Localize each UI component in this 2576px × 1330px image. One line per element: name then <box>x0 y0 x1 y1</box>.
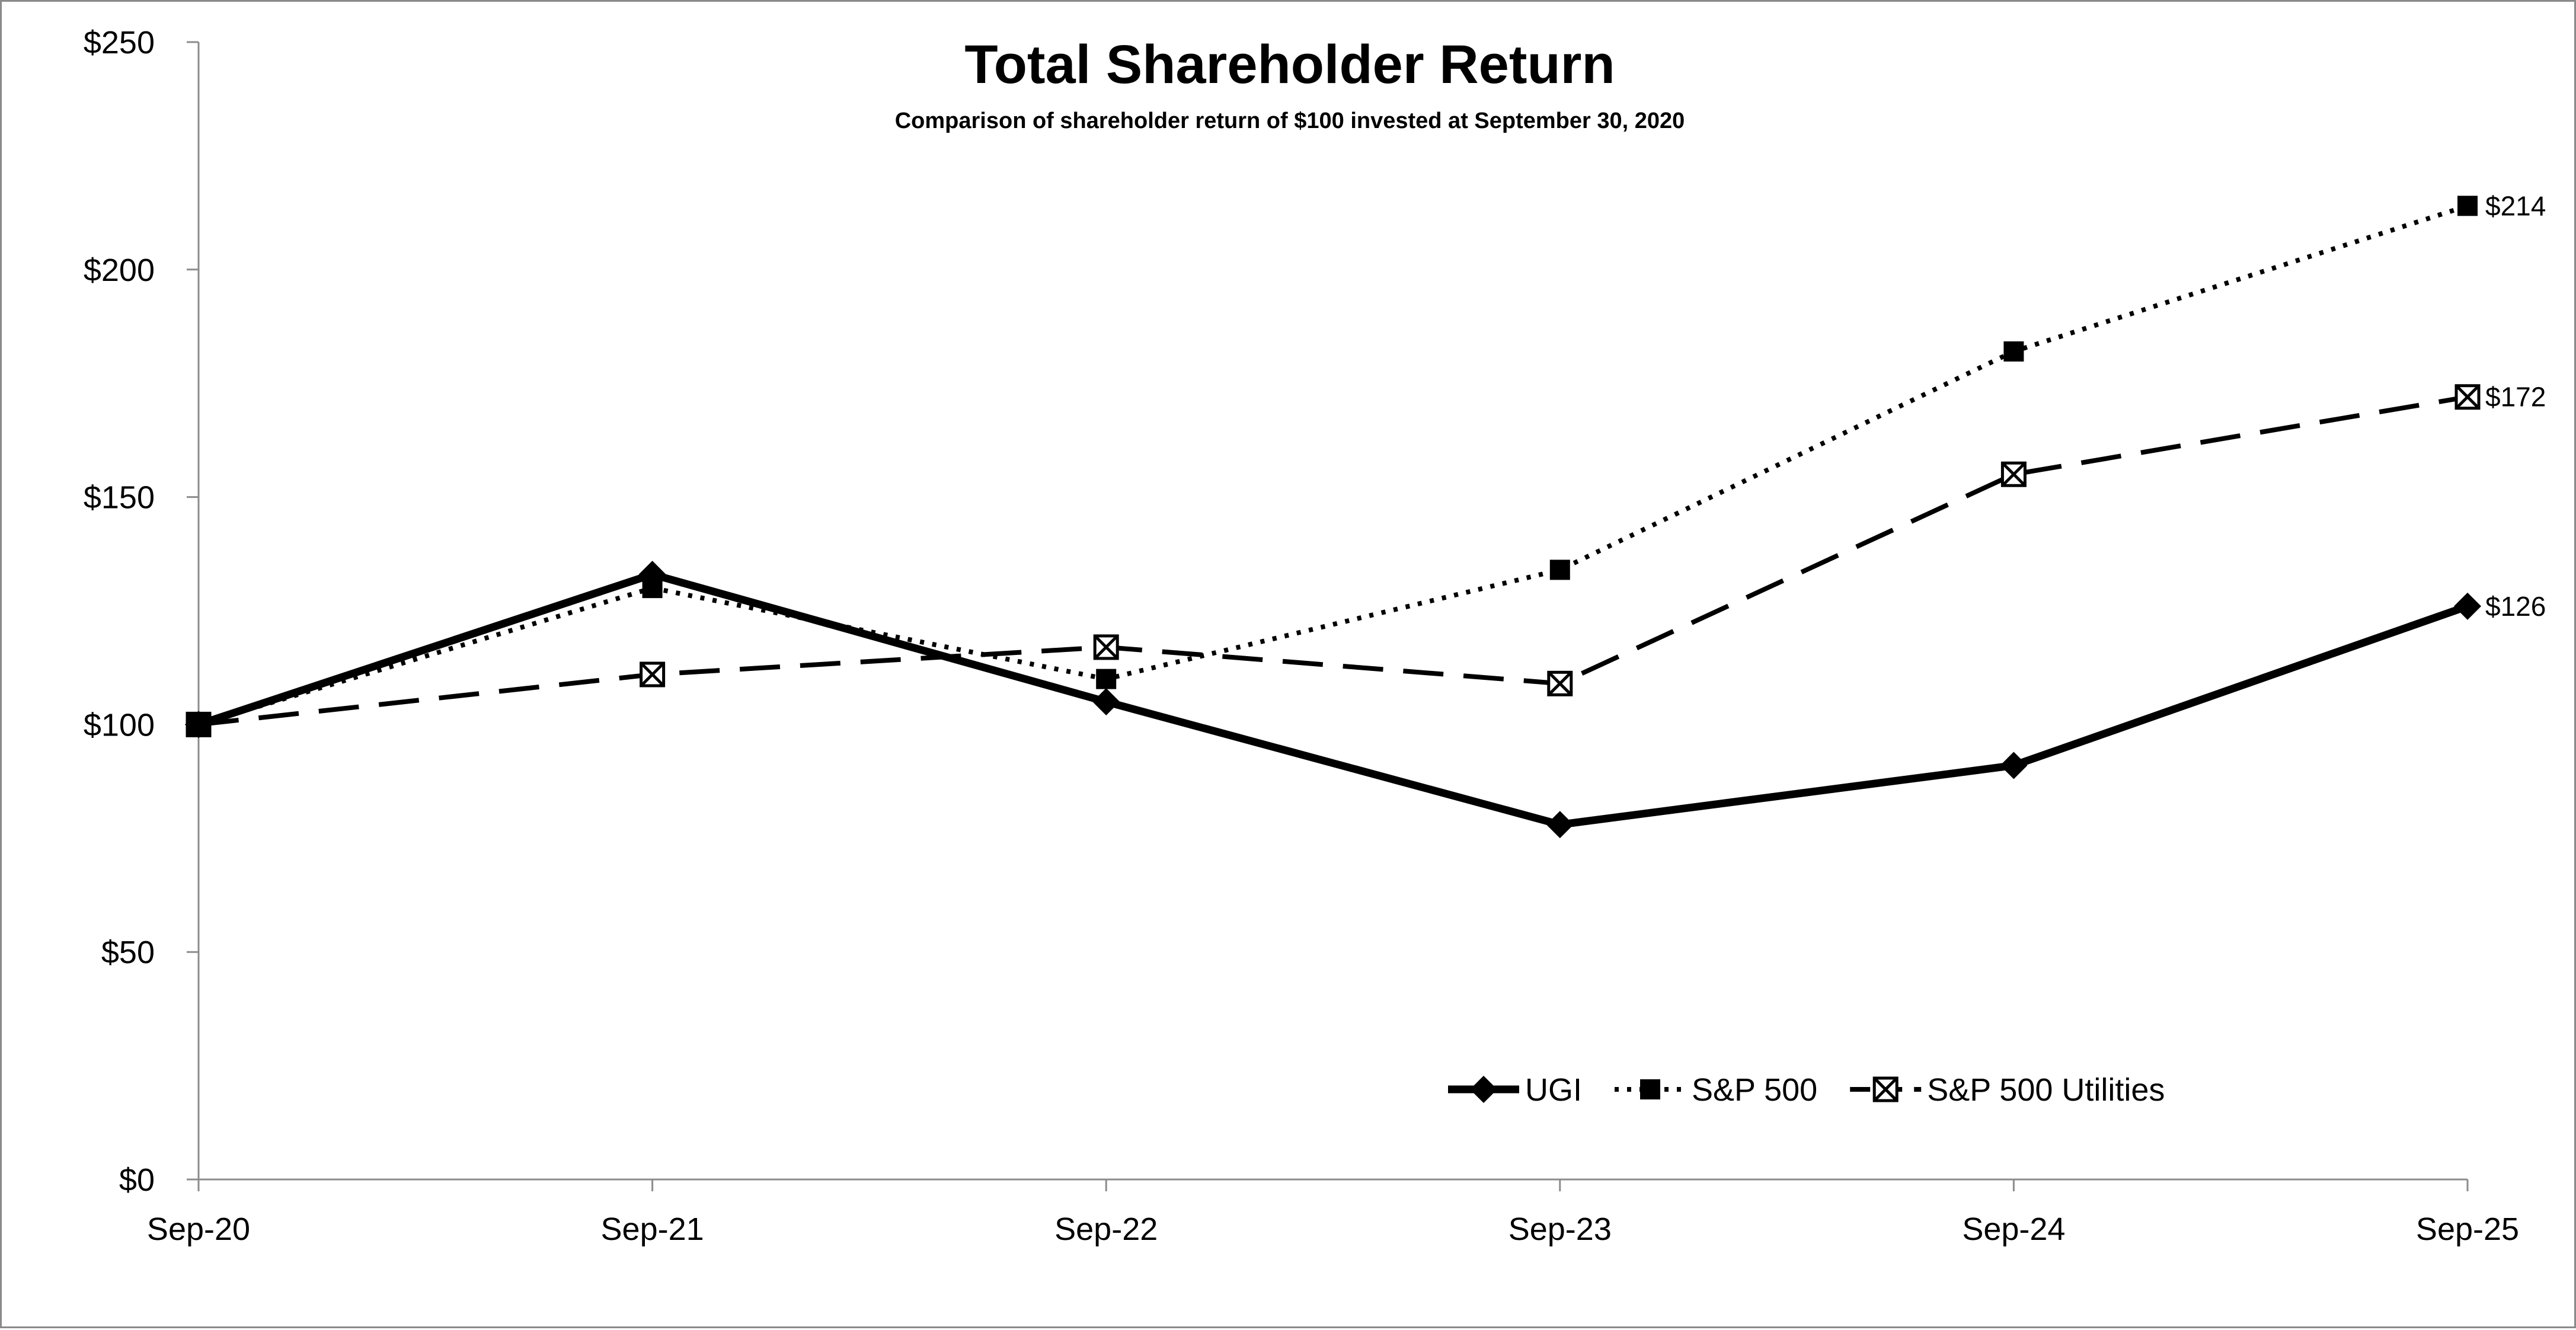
marker-cross <box>2455 384 2480 410</box>
x-tick-label: Sep-21 <box>601 1211 704 1247</box>
y-tick-label: $250 <box>84 25 155 60</box>
legend-marker-s-p-500-utilities <box>1872 1076 1899 1102</box>
y-tick-label: $200 <box>84 252 155 288</box>
data-point-s-p-500 <box>2003 341 2024 362</box>
data-point-s-p-500-utilities <box>2000 461 2027 487</box>
legend-item-ugi: UGI <box>1448 1072 1582 1108</box>
legend-marker-ugi <box>1470 1076 1497 1103</box>
series-line-s-p-500-utilities <box>198 394 2468 727</box>
end-label-s-p-500-utilities: $172 <box>2485 382 2546 413</box>
chart-title: Total Shareholder Return <box>964 34 1615 95</box>
y-tick-label: $100 <box>84 707 155 743</box>
x-tick-label: Sep-22 <box>1054 1211 1158 1247</box>
series-layer <box>185 196 2481 839</box>
data-point-s-p-500 <box>1549 560 1570 580</box>
marker-cross <box>1548 671 1573 696</box>
legend-item-s-p-500: S&P 500 <box>1615 1072 1817 1108</box>
legend-label-s-p-500: S&P 500 <box>1692 1072 1817 1108</box>
chart-subtitle: Comparison of shareholder return of $100… <box>895 108 1685 133</box>
y-tick-label: $0 <box>119 1162 155 1198</box>
legend-label-ugi: UGI <box>1525 1072 1582 1108</box>
data-point-ugi <box>638 561 666 589</box>
legend: UGI S&P 500 S&P 500 Utilities <box>1448 1072 2165 1108</box>
marker-cross <box>2001 462 2027 487</box>
marker-cross <box>1873 1077 1898 1102</box>
marker-cross <box>640 662 665 687</box>
data-point-s-p-500-utilities <box>2454 384 2481 410</box>
legend-item-s-p-500-utilities: S&P 500 Utilities <box>1850 1072 2165 1108</box>
y-tick-label: $150 <box>84 480 155 516</box>
series-ugi <box>185 561 2481 839</box>
data-point-ugi <box>2454 592 2481 620</box>
series-line-ugi <box>197 570 2469 829</box>
end-label-s-p-500: $214 <box>2485 190 2546 221</box>
series-s-p-500 <box>188 196 2478 735</box>
series-s-p-500-utilities <box>186 384 2481 737</box>
legend-label-s-p-500-utilities: S&P 500 Utilities <box>1927 1072 2165 1108</box>
data-point-ugi <box>2000 752 2028 779</box>
data-point-s-p-500-utilities <box>1093 634 1119 660</box>
data-point-s-p-500-utilities <box>1547 670 1573 696</box>
data-point-ugi <box>1092 688 1120 716</box>
data-point-s-p-500 <box>1096 669 1117 689</box>
data-point-ugi <box>1546 811 1574 839</box>
x-tick-label: Sep-25 <box>2416 1211 2519 1247</box>
legend-marker-s-p-500 <box>1640 1079 1661 1099</box>
x-tick-label: Sep-23 <box>1508 1211 1612 1247</box>
data-point-s-p-500 <box>2457 196 2478 216</box>
x-tick-label: Sep-20 <box>147 1211 250 1247</box>
y-tick-label: $50 <box>101 935 155 970</box>
x-tick-label: Sep-24 <box>1962 1211 2065 1247</box>
axes: $0 $50 $100 $150 $200 $250 Sep-20 Sep-21 Sep-22 S… <box>84 25 2519 1247</box>
data-point-ugi <box>185 711 212 738</box>
series-line-s-p-500 <box>197 203 2469 727</box>
data-point-s-p-500-utilities <box>640 661 666 688</box>
end-labels: $126 $214 $172 <box>2485 190 2546 621</box>
marker-cross <box>1094 635 1118 660</box>
end-label-ugi: $126 <box>2485 591 2546 622</box>
